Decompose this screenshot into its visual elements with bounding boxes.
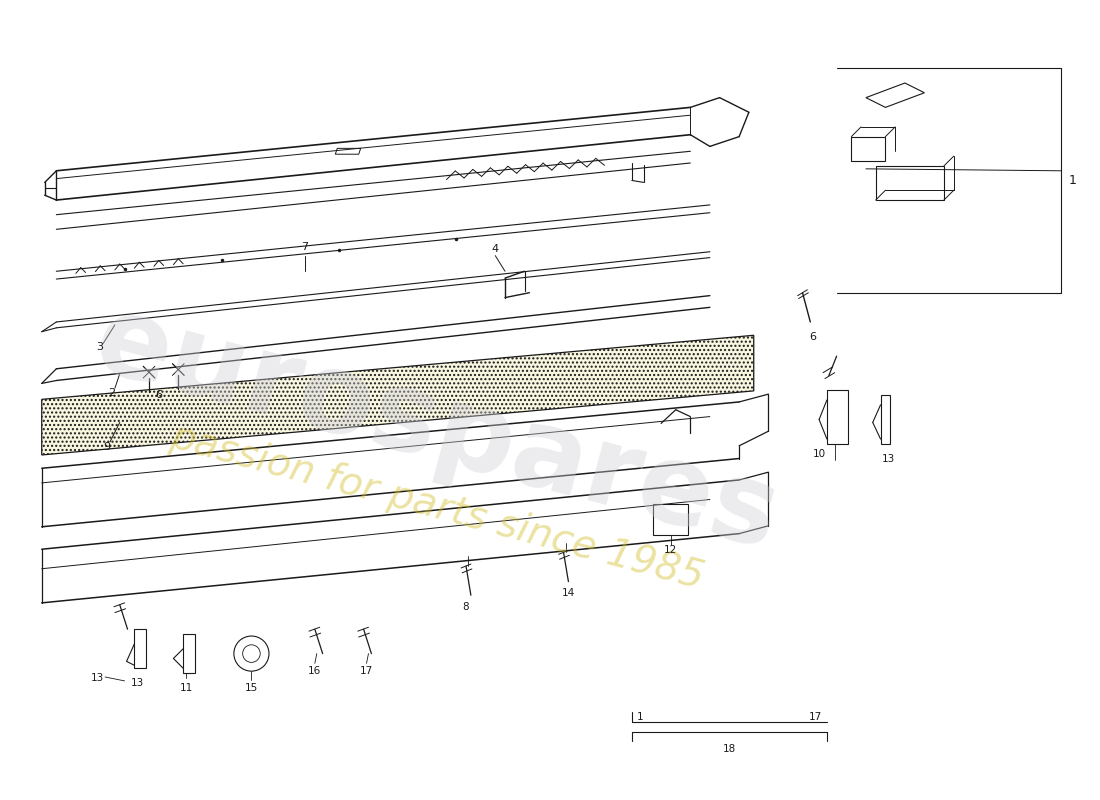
Text: 13: 13 bbox=[90, 673, 104, 683]
Text: 17: 17 bbox=[360, 666, 373, 676]
Text: 8: 8 bbox=[463, 602, 470, 612]
Text: 16: 16 bbox=[308, 666, 321, 676]
Text: 2: 2 bbox=[108, 388, 114, 398]
Text: 6: 6 bbox=[155, 390, 163, 400]
Polygon shape bbox=[653, 504, 689, 535]
Text: 14: 14 bbox=[562, 588, 575, 598]
Polygon shape bbox=[866, 83, 924, 107]
Text: 6: 6 bbox=[808, 332, 816, 342]
Text: passion for parts since 1985: passion for parts since 1985 bbox=[166, 418, 707, 597]
Text: eurospares: eurospares bbox=[84, 286, 790, 572]
Text: 4: 4 bbox=[492, 244, 498, 254]
Text: 10: 10 bbox=[813, 449, 826, 458]
Text: 17: 17 bbox=[808, 712, 822, 722]
Text: 15: 15 bbox=[245, 682, 258, 693]
Polygon shape bbox=[336, 148, 361, 154]
Text: 18: 18 bbox=[723, 744, 736, 754]
Text: 7: 7 bbox=[301, 242, 309, 252]
Polygon shape bbox=[851, 137, 886, 161]
Polygon shape bbox=[876, 166, 944, 200]
Polygon shape bbox=[827, 390, 848, 444]
Circle shape bbox=[234, 636, 270, 671]
Text: 3: 3 bbox=[96, 342, 103, 352]
Text: 13: 13 bbox=[882, 454, 895, 463]
Text: 11: 11 bbox=[179, 682, 192, 693]
Text: 13: 13 bbox=[131, 678, 144, 688]
Polygon shape bbox=[42, 335, 754, 455]
Polygon shape bbox=[880, 395, 890, 444]
Polygon shape bbox=[134, 630, 146, 668]
Text: 9: 9 bbox=[103, 442, 110, 452]
Text: 1: 1 bbox=[637, 712, 644, 722]
Polygon shape bbox=[184, 634, 195, 673]
Text: 12: 12 bbox=[664, 546, 678, 555]
Text: 1: 1 bbox=[1069, 174, 1077, 187]
